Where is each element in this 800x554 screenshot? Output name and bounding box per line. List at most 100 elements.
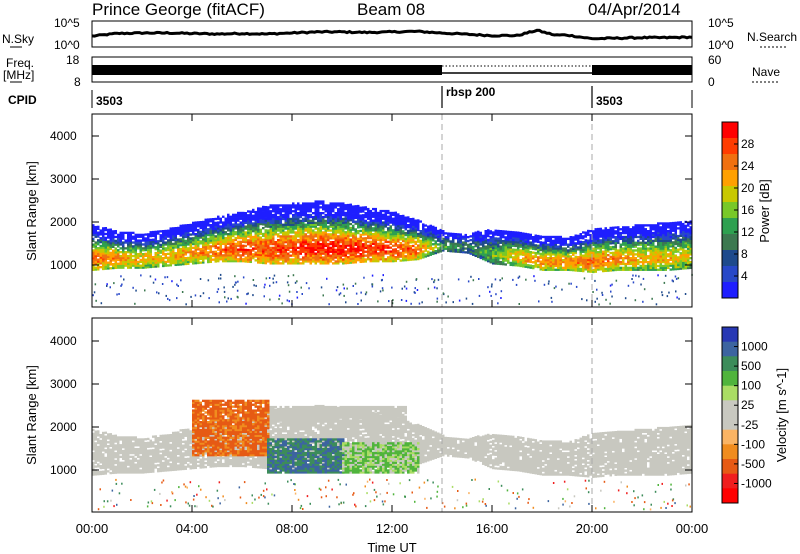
power-cell <box>414 229 417 232</box>
power-cell <box>319 235 322 238</box>
power-cell <box>347 203 350 207</box>
power-cell <box>169 246 172 250</box>
power-cell <box>547 245 550 248</box>
power-cell <box>417 234 420 238</box>
power-cell <box>544 262 547 266</box>
power-cell <box>484 253 487 256</box>
power-cell <box>537 263 540 267</box>
power-cell <box>179 261 182 264</box>
power-cell <box>642 243 645 246</box>
power-cell <box>179 249 182 253</box>
power-cell <box>624 251 627 254</box>
power-cell <box>339 215 342 219</box>
power-cell <box>564 268 567 271</box>
power-cell <box>269 233 272 236</box>
power-cell <box>202 228 205 231</box>
power-cell <box>594 241 597 244</box>
power-cell <box>322 250 325 253</box>
power-cell <box>514 244 517 248</box>
power-cell <box>382 248 385 251</box>
power-cell <box>491 283 493 286</box>
power-cell <box>292 229 295 232</box>
power-cell <box>277 223 280 226</box>
power-cell <box>312 206 315 209</box>
power-cell <box>349 251 352 255</box>
power-cell <box>202 232 205 235</box>
power-cell <box>452 242 455 245</box>
power-cell <box>142 264 145 267</box>
power-cell <box>622 268 625 271</box>
power-cell <box>554 237 557 241</box>
power-cell <box>399 222 402 226</box>
power-cell <box>544 257 547 260</box>
power-cell <box>687 249 690 252</box>
power-cell <box>554 255 557 258</box>
power-cell <box>677 277 680 280</box>
power-cell <box>594 264 597 268</box>
power-cell <box>322 241 325 244</box>
power-cell <box>144 245 147 248</box>
power-cell <box>324 208 327 211</box>
power-cell <box>682 250 685 253</box>
power-cell <box>172 262 175 265</box>
power-cell <box>147 244 150 248</box>
power-cell <box>164 233 167 237</box>
power-cell <box>239 215 242 218</box>
power-cell <box>354 207 357 210</box>
power-cell <box>92 260 95 264</box>
power-cell <box>289 229 292 232</box>
power-cell <box>272 210 275 213</box>
power-cell <box>627 262 630 266</box>
power-cell <box>302 213 305 217</box>
power-cell <box>352 215 355 218</box>
power-cell <box>177 285 179 287</box>
power-cell <box>504 257 507 260</box>
power-cell <box>359 220 362 223</box>
power-cell <box>551 300 553 303</box>
power-cell <box>589 233 592 237</box>
power-cell <box>344 234 347 238</box>
power-cell <box>149 244 152 247</box>
power-cell <box>360 299 362 302</box>
power-cell <box>329 217 332 221</box>
power-cell <box>282 239 285 242</box>
power-cell <box>107 250 110 253</box>
power-cell <box>304 256 307 259</box>
power-cell <box>679 254 682 257</box>
power-cell <box>409 235 412 238</box>
power-cell <box>644 247 647 250</box>
power-cell <box>207 260 210 264</box>
power-cell <box>589 268 592 271</box>
power-cell <box>122 231 125 235</box>
power-cell <box>192 239 195 242</box>
power-cell <box>174 259 177 263</box>
power-cell <box>403 285 406 288</box>
power-cell <box>352 244 355 247</box>
power-cell <box>367 217 370 220</box>
power-cell <box>294 260 297 263</box>
power-cell <box>274 227 277 230</box>
power-cell <box>514 258 517 261</box>
power-cell <box>672 248 675 252</box>
power-cell <box>384 252 387 255</box>
power-cell <box>379 254 382 257</box>
power-panel: 4000 3000 2000 1000 Slant Range [km] 282… <box>24 113 772 308</box>
power-cell <box>422 225 425 228</box>
power-cell <box>619 233 622 237</box>
power-cell <box>377 211 380 215</box>
power-cell <box>259 261 262 264</box>
power-cell <box>392 231 395 234</box>
power-cell <box>569 268 572 272</box>
power-cell <box>174 227 177 230</box>
power-cell <box>572 253 575 256</box>
power-cell <box>299 204 302 207</box>
power-cell <box>482 234 485 238</box>
power-cell <box>300 286 302 289</box>
power-cell <box>484 231 487 235</box>
power-cell <box>264 262 267 265</box>
power-cell <box>259 242 262 245</box>
power-cell <box>512 258 515 261</box>
power-cell <box>677 236 680 240</box>
power-cell <box>292 223 295 226</box>
power-cell <box>172 242 175 246</box>
